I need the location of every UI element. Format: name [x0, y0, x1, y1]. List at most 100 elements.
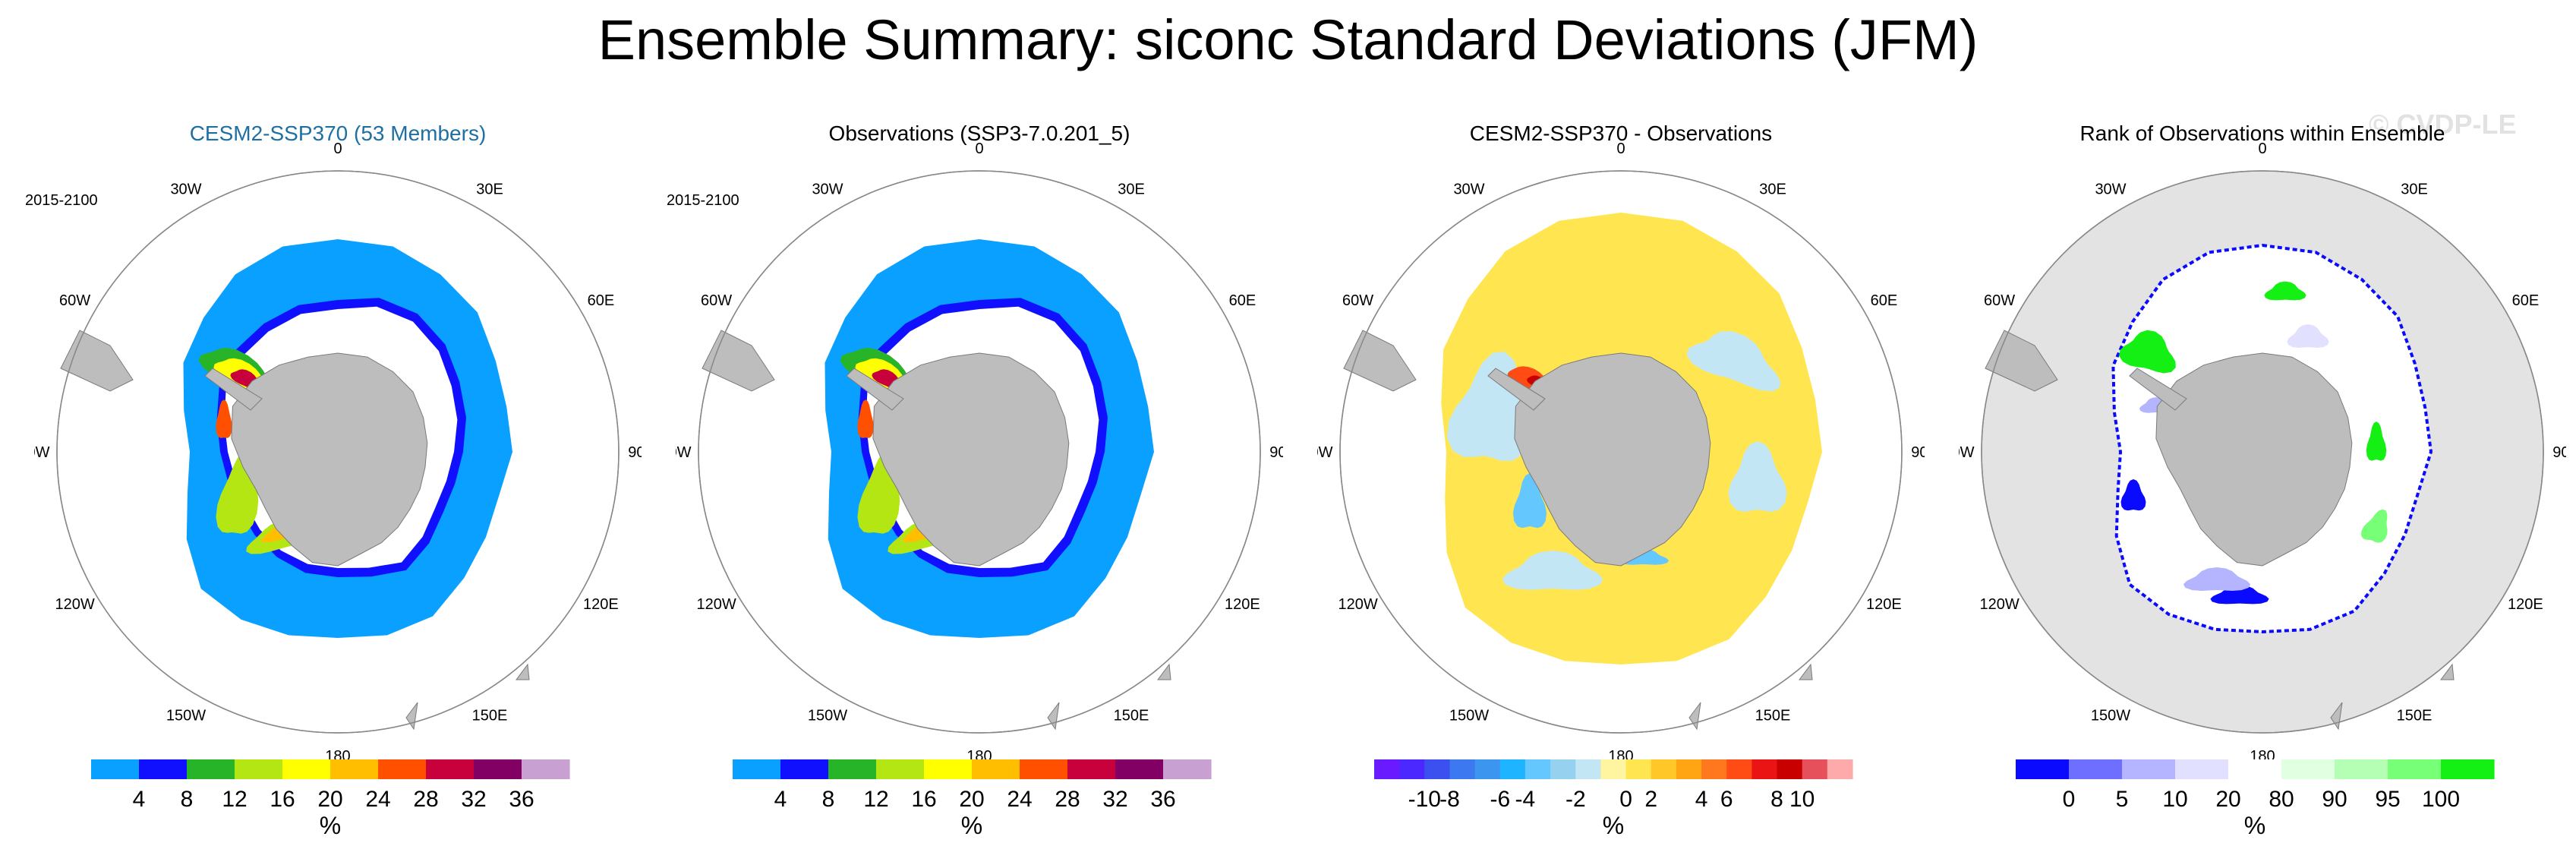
colorbar-tick-label: 8 [181, 787, 194, 812]
colorbar-segment [1474, 759, 1501, 779]
colorbar-unit: % [2244, 812, 2265, 839]
colorbar-tick-label: -10 [1408, 787, 1441, 812]
longitude-label: 60W [1984, 292, 2015, 309]
longitude-label: 0 [2258, 140, 2266, 157]
colorbar-segment [2122, 759, 2176, 779]
colorbar-segment [1424, 759, 1451, 779]
longitude-label: 90W [676, 444, 692, 461]
longitude-label: 150W [2091, 707, 2130, 724]
colorbar-segment [1163, 759, 1212, 779]
colorbar-segment [1115, 759, 1164, 779]
longitude-label: 150W [1449, 707, 1489, 724]
colorbar-tick-label: 20 [2215, 787, 2240, 812]
colorbar-segment [187, 759, 235, 779]
antarctica [2155, 352, 2353, 567]
panel-title: Observations (SSP3-7.0.201_5) [828, 122, 1130, 145]
colorbar-tick-label: 80 [2269, 787, 2294, 812]
longitude-label: 120E [2508, 596, 2543, 613]
colorbar-segment [1651, 759, 1677, 779]
rank-patch [2366, 421, 2387, 461]
rank-patch [2287, 324, 2329, 348]
longitude-label: 30E [1118, 182, 1145, 198]
colorbar-tick-label: 4 [774, 787, 787, 812]
colorbar-tick-label: 100 [2422, 787, 2460, 812]
colorbar-segment [1827, 759, 1853, 779]
new-zealand [1799, 663, 1813, 680]
polar-map: 030E60E90E120E150E180150W120W90W60W30W-1… [1317, 140, 1925, 839]
colorbar-segment [1524, 759, 1551, 779]
antarctica [231, 352, 428, 567]
colorbar-segment [876, 759, 925, 779]
polar-map: 030E60E90E120E150E180150W120W90W60W30W48… [34, 140, 642, 839]
longitude-label: 0 [1616, 140, 1625, 157]
colorbar-tick-label: 20 [317, 787, 342, 812]
longitude-label: 120W [1338, 596, 1377, 613]
longitude-label: 150E [2397, 707, 2433, 724]
colorbar-segment [2228, 759, 2282, 779]
colorbar-segment [972, 759, 1020, 779]
south-america-tip [1985, 330, 2058, 392]
longitude-label: 90E [2552, 444, 2566, 461]
colorbar-segment [378, 759, 427, 779]
colorbar-tick-label: 16 [270, 787, 295, 812]
panel-model: CESM2-SSP370 (53 Members) 2015-2100 0 30E… [25, 114, 642, 843]
longitude-label: 60E [1229, 292, 1256, 309]
colorbar-tick-label: 4 [133, 787, 146, 812]
rank-patch [2120, 479, 2146, 511]
colorbar-segment [91, 759, 140, 779]
colorbar-unit: % [320, 812, 341, 839]
longitude-label: 90E [1269, 444, 1283, 461]
period-label: 2015-2100 [25, 192, 98, 209]
colorbar-segment [1625, 759, 1652, 779]
colorbar-tick-label: 12 [863, 787, 888, 812]
watermark: © CVDP-LE [2369, 109, 2517, 140]
colorbar-segment [474, 759, 522, 779]
new-zealand [1157, 663, 1171, 680]
longitude-label: 30E [476, 182, 503, 198]
panel-observations: Observations (SSP3-7.0.201_5) 2015-2100 … [667, 114, 1283, 843]
colorbar: 4 8 12 16 20 24 28 32 36% [733, 759, 1212, 839]
colorbar-segment [1802, 759, 1828, 779]
colorbar-segment [235, 759, 283, 779]
variability-patch [857, 399, 874, 438]
colorbar-segment [924, 759, 973, 779]
polar-map: 030E60E90E120E150E180150W120W90W60W30W48… [676, 140, 1283, 839]
longitude-label: 90E [628, 444, 642, 461]
colorbar-segment [1575, 759, 1602, 779]
longitude-label: 30W [2095, 182, 2126, 198]
south-america-tip [1343, 330, 1417, 392]
longitude-label: 150W [166, 707, 206, 724]
rank-patch [2264, 281, 2306, 301]
colorbar: 0 5 10 20 80 90 95 100% [2016, 759, 2495, 839]
longitude-label: 90W [1317, 444, 1333, 461]
colorbar-tick-label: 24 [365, 787, 390, 812]
longitude-label: 150W [808, 707, 847, 724]
new-zealand [516, 663, 530, 680]
colorbar-segment [282, 759, 331, 779]
colorbar-segment [1777, 759, 1803, 779]
longitude-label: 120W [1979, 596, 2019, 613]
variability-patch [216, 399, 232, 438]
colorbar-tick-label: 36 [1150, 787, 1175, 812]
rank-patch [2119, 330, 2176, 374]
difference-patch [1686, 331, 1780, 392]
antarctic-peninsula [2129, 368, 2187, 411]
colorbar-tick-label: 16 [911, 787, 936, 812]
longitude-label: 120E [1225, 596, 1260, 613]
antarctica [872, 352, 1070, 567]
colorbar-segment [1067, 759, 1116, 779]
longitude-label: 150E [472, 707, 508, 724]
polar-map: 030E60E90E120E150E180150W120W90W60W30W05… [1959, 140, 2566, 839]
south-america-tip [702, 330, 775, 392]
colorbar-segment [1600, 759, 1627, 779]
longitude-label: 150E [1114, 707, 1149, 724]
longitude-label: 30W [812, 182, 843, 198]
colorbar: 4 8 12 16 20 24 28 32 36% [91, 759, 570, 839]
colorbar-segment [426, 759, 475, 779]
colorbar-segment [522, 759, 570, 779]
period-label: 2015-2100 [667, 192, 739, 209]
antarctic-peninsula [1487, 368, 1546, 411]
colorbar-tick-label: 28 [413, 787, 438, 812]
colorbar-segment [1726, 759, 1752, 779]
colorbar-segment [2016, 759, 2070, 779]
